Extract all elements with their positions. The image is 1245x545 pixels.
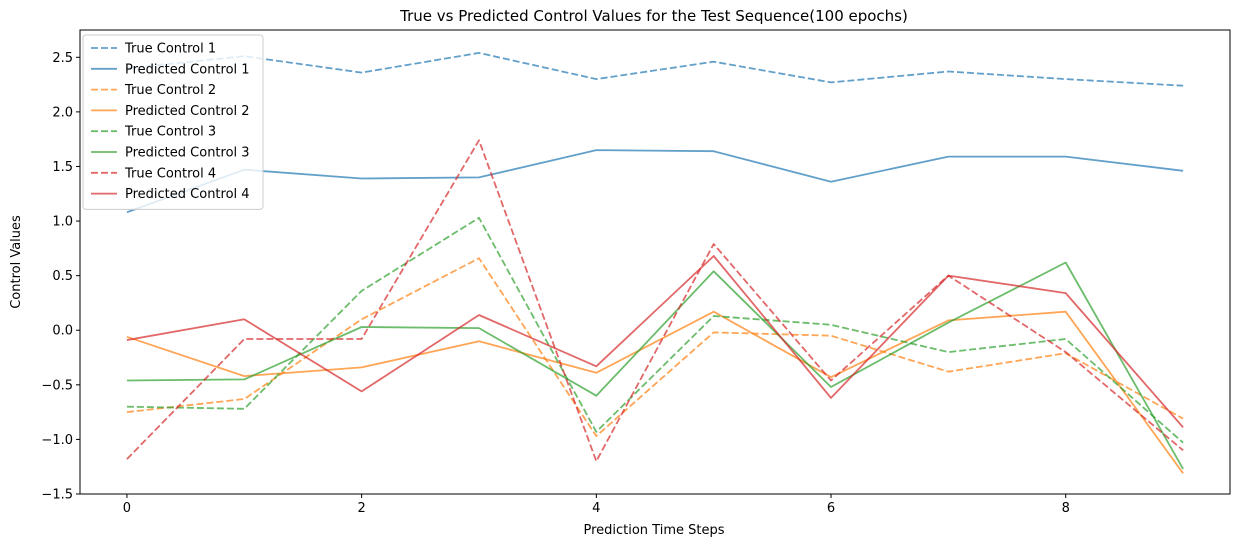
x-tick-label: 0 [123, 501, 131, 516]
legend-label-true-control-1: True Control 1 [124, 42, 216, 57]
legend-label-predicted-control-2: Predicted Control 2 [125, 104, 250, 119]
legend-label-predicted-control-1: Predicted Control 1 [125, 62, 250, 77]
legend-label-true-control-2: True Control 2 [124, 83, 216, 98]
legend-label-true-control-3: True Control 3 [124, 125, 216, 140]
x-tick-label: 6 [827, 501, 835, 516]
legend-label-predicted-control-4: Predicted Control 4 [125, 187, 250, 202]
y-axis-label: Control Values [9, 215, 24, 309]
y-tick-label: 0.5 [52, 269, 73, 284]
axes-border [79, 29, 1231, 495]
series-line-predicted-control-3 [126, 261, 1184, 470]
y-tick-label: 1.0 [52, 215, 73, 230]
series-lines [126, 52, 1184, 474]
x-tick-label: 2 [357, 501, 365, 516]
y-tick-label: 2.5 [52, 51, 73, 66]
legend: True Control 1 Predicted Control 1 True Co… [82, 34, 264, 210]
x-axis-label: Prediction Time Steps [583, 523, 724, 538]
series-line-true-control-1 [126, 52, 1184, 87]
series-line-true-control-3 [126, 216, 1184, 444]
y-tick-label: 0.0 [52, 324, 73, 339]
series-line-true-control-4 [126, 139, 1184, 463]
x-tick-label: 4 [592, 501, 600, 516]
y-tick-label: 1.5 [52, 160, 73, 175]
y-tick-label: −1.5 [41, 488, 73, 503]
chart-title: True vs Predicted Control Values for the… [399, 7, 908, 25]
series-line-predicted-control-4 [126, 255, 1184, 428]
legend-label-predicted-control-3: Predicted Control 3 [125, 146, 250, 161]
legend-box [82, 34, 264, 210]
legend-label-true-control-4: True Control 4 [124, 166, 216, 181]
x-axis-ticks: 0 2 4 6 8 [123, 494, 1070, 516]
y-axis-ticks: −1.5 −1.0 −0.5 0.0 0.5 1.0 1.5 2.0 2.5 [41, 51, 80, 503]
series-line-predicted-control-1 [126, 149, 1184, 214]
x-tick-label: 8 [1062, 501, 1070, 516]
y-tick-label: −1.0 [41, 433, 73, 448]
y-tick-label: −0.5 [41, 378, 73, 393]
series-line-true-control-2 [126, 257, 1184, 438]
plot-area [79, 29, 1231, 495]
series-line-predicted-control-2 [126, 310, 1184, 474]
y-tick-label: 2.0 [52, 105, 73, 120]
